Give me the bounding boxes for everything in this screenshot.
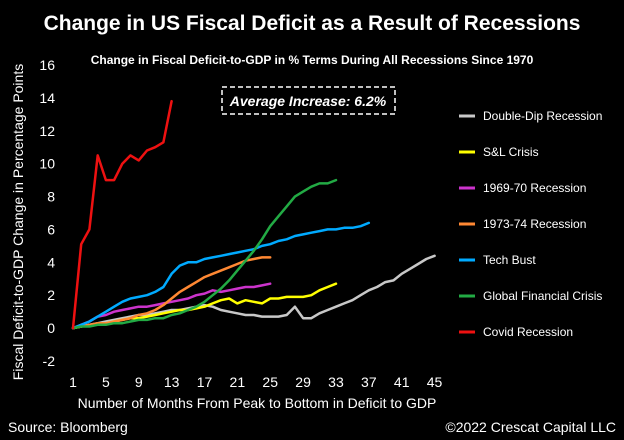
legend-label-global-financial-crisis: Global Financial Crisis: [483, 289, 602, 303]
y-tick-label: 4: [47, 254, 55, 270]
copyright-text: ©2022 Crescat Capital LLC: [445, 419, 616, 435]
x-axis-label: Number of Months From Peak to Bottom in …: [78, 395, 437, 411]
chart-subtitle: Change in Fiscal Deficit-to-GDP in % Ter…: [91, 53, 534, 67]
series-lines: [71, 99, 436, 330]
legend-label-1969-70-recession: 1969-70 Recession: [483, 181, 586, 195]
y-tick-label: 16: [39, 57, 55, 73]
y-axis-ticks: -2 0 2 4 6 8 10 12 14 16: [39, 57, 55, 369]
x-tick-label: 13: [164, 374, 180, 390]
x-tick-label: 9: [135, 374, 143, 390]
average-annotation: Average Increase: 6.2%: [221, 86, 396, 115]
y-tick-label: 0: [47, 320, 55, 336]
y-tick-label: 2: [47, 287, 55, 303]
legend-label-s-l-crisis: S&L Crisis: [483, 145, 539, 159]
chart-title: Change in US Fiscal Deficit as a Result …: [44, 12, 581, 35]
series-line-1973-74-recession: [71, 256, 272, 330]
legend-label-covid-recession: Covid Recession: [483, 325, 573, 339]
x-tick-label: 5: [102, 374, 110, 390]
y-tick-label: 8: [47, 189, 55, 205]
x-axis-ticks: 1 5 9 13 17 21 25 29 33 37 41 45: [69, 374, 442, 390]
series-line-global-financial-crisis: [71, 178, 338, 330]
series-line-tech-bust: [71, 221, 371, 330]
x-tick-label: 33: [328, 374, 344, 390]
y-tick-label: 14: [39, 90, 55, 106]
legend-label-double-dip-recession: Double-Dip Recession: [483, 109, 602, 123]
x-tick-label: 37: [361, 374, 377, 390]
x-tick-label: 1: [69, 374, 77, 390]
annotation-text: Average Increase: 6.2%: [229, 93, 387, 109]
x-tick-label: 25: [262, 374, 278, 390]
series-line-1969-70-recession: [71, 282, 272, 330]
x-tick-label: 29: [295, 374, 311, 390]
series-line-covid-recession: [71, 99, 173, 330]
legend-label-tech-bust: Tech Bust: [483, 253, 536, 267]
y-tick-label: 6: [47, 221, 55, 237]
legend-label-1973-74-recession: 1973-74 Recession: [483, 217, 586, 231]
x-tick-label: 45: [427, 374, 443, 390]
x-tick-label: 21: [230, 374, 246, 390]
legend: Double-Dip Recession S&L Crisis 1969-70 Re…: [459, 109, 602, 339]
y-tick-label: 12: [39, 123, 55, 139]
y-tick-label: 10: [39, 156, 55, 172]
annotation-box: [221, 86, 396, 115]
x-tick-label: 41: [394, 374, 410, 390]
y-axis-label: Fiscal Deficit-to-GDP Change in Percenta…: [10, 64, 26, 380]
x-tick-label: 17: [197, 374, 213, 390]
y-tick-label: -2: [43, 353, 56, 369]
source-text: Source: Bloomberg: [8, 419, 128, 435]
